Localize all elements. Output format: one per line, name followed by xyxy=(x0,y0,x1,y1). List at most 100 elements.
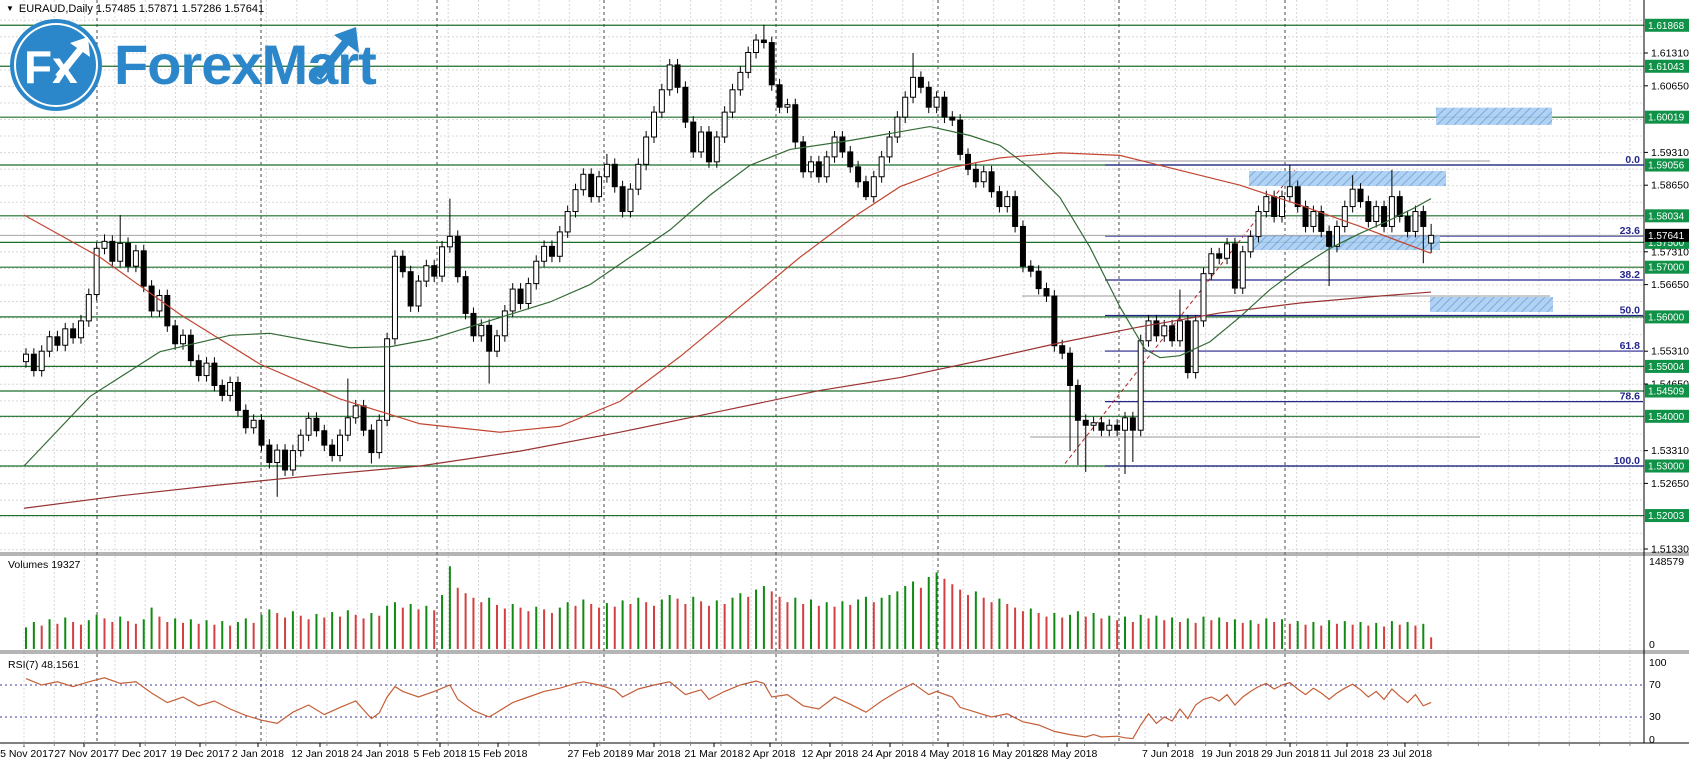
date-label: 12 Jan 2018 xyxy=(291,748,349,760)
candle xyxy=(690,121,697,153)
candle xyxy=(823,156,830,178)
candle xyxy=(517,288,524,304)
candle xyxy=(548,245,555,257)
candle xyxy=(996,191,1003,208)
candle xyxy=(972,168,979,183)
ma-green-line xyxy=(23,125,1432,467)
price-grid-label: 1.57310 xyxy=(1651,246,1689,258)
candle xyxy=(1271,196,1278,218)
candle xyxy=(1122,417,1128,431)
candle xyxy=(556,231,563,257)
candle xyxy=(1333,225,1340,247)
candle xyxy=(1169,325,1176,342)
candle xyxy=(203,362,210,377)
candle xyxy=(658,89,665,113)
green-level-label xyxy=(1645,509,1689,523)
date-label: 15 Nov 2017 xyxy=(0,748,54,760)
candle xyxy=(70,328,77,339)
candle xyxy=(1137,340,1144,431)
candle xyxy=(399,255,406,273)
candle xyxy=(878,156,885,178)
candle xyxy=(494,335,500,352)
candle xyxy=(666,64,673,91)
candle xyxy=(274,449,281,464)
candle xyxy=(1043,288,1050,297)
candle xyxy=(760,39,767,44)
symbol-dropdown-icon[interactable]: ▼ xyxy=(6,4,14,13)
candle xyxy=(580,173,587,191)
candle xyxy=(125,242,132,267)
candle xyxy=(297,434,304,452)
candle xyxy=(698,131,705,153)
green-level-label xyxy=(1645,59,1689,73)
candle xyxy=(1326,230,1333,247)
candle xyxy=(501,310,508,337)
rsi-panel-label: RSI(7) 48.1561 xyxy=(8,659,79,671)
candle xyxy=(933,96,940,108)
fib-label: 38.2 xyxy=(1620,269,1641,281)
candle xyxy=(258,419,265,446)
green-level-label-text: 1.52003 xyxy=(1648,511,1685,522)
symbol-info[interactable]: ▼ EURAUD,Daily 1.57485 1.57871 1.57286 1… xyxy=(6,3,264,15)
green-level-label xyxy=(1645,209,1689,223)
candle xyxy=(847,151,854,168)
highlight-zone xyxy=(1430,296,1553,312)
candle xyxy=(439,246,446,277)
candle xyxy=(93,247,100,296)
candle xyxy=(815,161,822,178)
candle xyxy=(917,76,924,88)
candle xyxy=(234,382,241,411)
candle xyxy=(337,434,343,457)
rsi-axis-label: 100 xyxy=(1649,657,1667,669)
date-label: 7 Jun 2018 xyxy=(1142,748,1194,760)
candle xyxy=(1349,188,1356,208)
candle xyxy=(242,409,249,429)
green-level-label xyxy=(1645,18,1689,32)
candle xyxy=(1420,211,1427,227)
date-label: 23 Jul 2018 xyxy=(1378,748,1432,760)
green-level-label-text: 1.59056 xyxy=(1648,161,1685,172)
candle xyxy=(1294,186,1301,208)
candle xyxy=(870,176,877,198)
candle xyxy=(988,171,995,193)
green-level-label-text: 1.61043 xyxy=(1648,62,1685,73)
green-level-label-text: 1.55004 xyxy=(1648,362,1685,373)
candle xyxy=(721,111,728,138)
date-label: 21 Mar 2018 xyxy=(685,748,744,760)
date-label: 24 Apr 2018 xyxy=(862,748,919,760)
rsi-axis-label: 0 xyxy=(1649,734,1655,746)
candle xyxy=(266,444,273,464)
candle xyxy=(352,405,359,419)
candle xyxy=(588,173,595,198)
candle xyxy=(23,353,29,363)
candle xyxy=(391,255,398,340)
date-label: 2 Jan 2018 xyxy=(232,748,284,760)
forexmart-logo-text-forex: Forex xyxy=(114,33,262,96)
candle xyxy=(454,235,461,278)
candle xyxy=(1114,424,1121,431)
candle xyxy=(360,405,367,431)
candle xyxy=(1216,253,1223,259)
candle xyxy=(101,240,108,249)
candle xyxy=(768,42,775,86)
green-level-label-text: 1.61868 xyxy=(1648,21,1685,32)
candle xyxy=(1004,196,1011,208)
candle xyxy=(462,276,469,314)
candle xyxy=(1239,251,1246,289)
price-grid-label: 1.59310 xyxy=(1651,147,1689,159)
green-level-label-text: 1.54509 xyxy=(1648,387,1685,398)
rsi-line xyxy=(25,677,1432,740)
fib-label: 61.8 xyxy=(1620,340,1641,352)
green-level-label xyxy=(1645,310,1689,324)
date-label: 28 May 2018 xyxy=(1037,748,1098,760)
candle xyxy=(1051,295,1058,347)
candle xyxy=(1019,225,1026,267)
candle xyxy=(227,382,234,396)
candle xyxy=(1263,196,1270,213)
candle xyxy=(541,245,548,262)
candle xyxy=(156,295,163,312)
candle xyxy=(486,324,493,352)
fib-label: 100.0 xyxy=(1614,455,1640,467)
